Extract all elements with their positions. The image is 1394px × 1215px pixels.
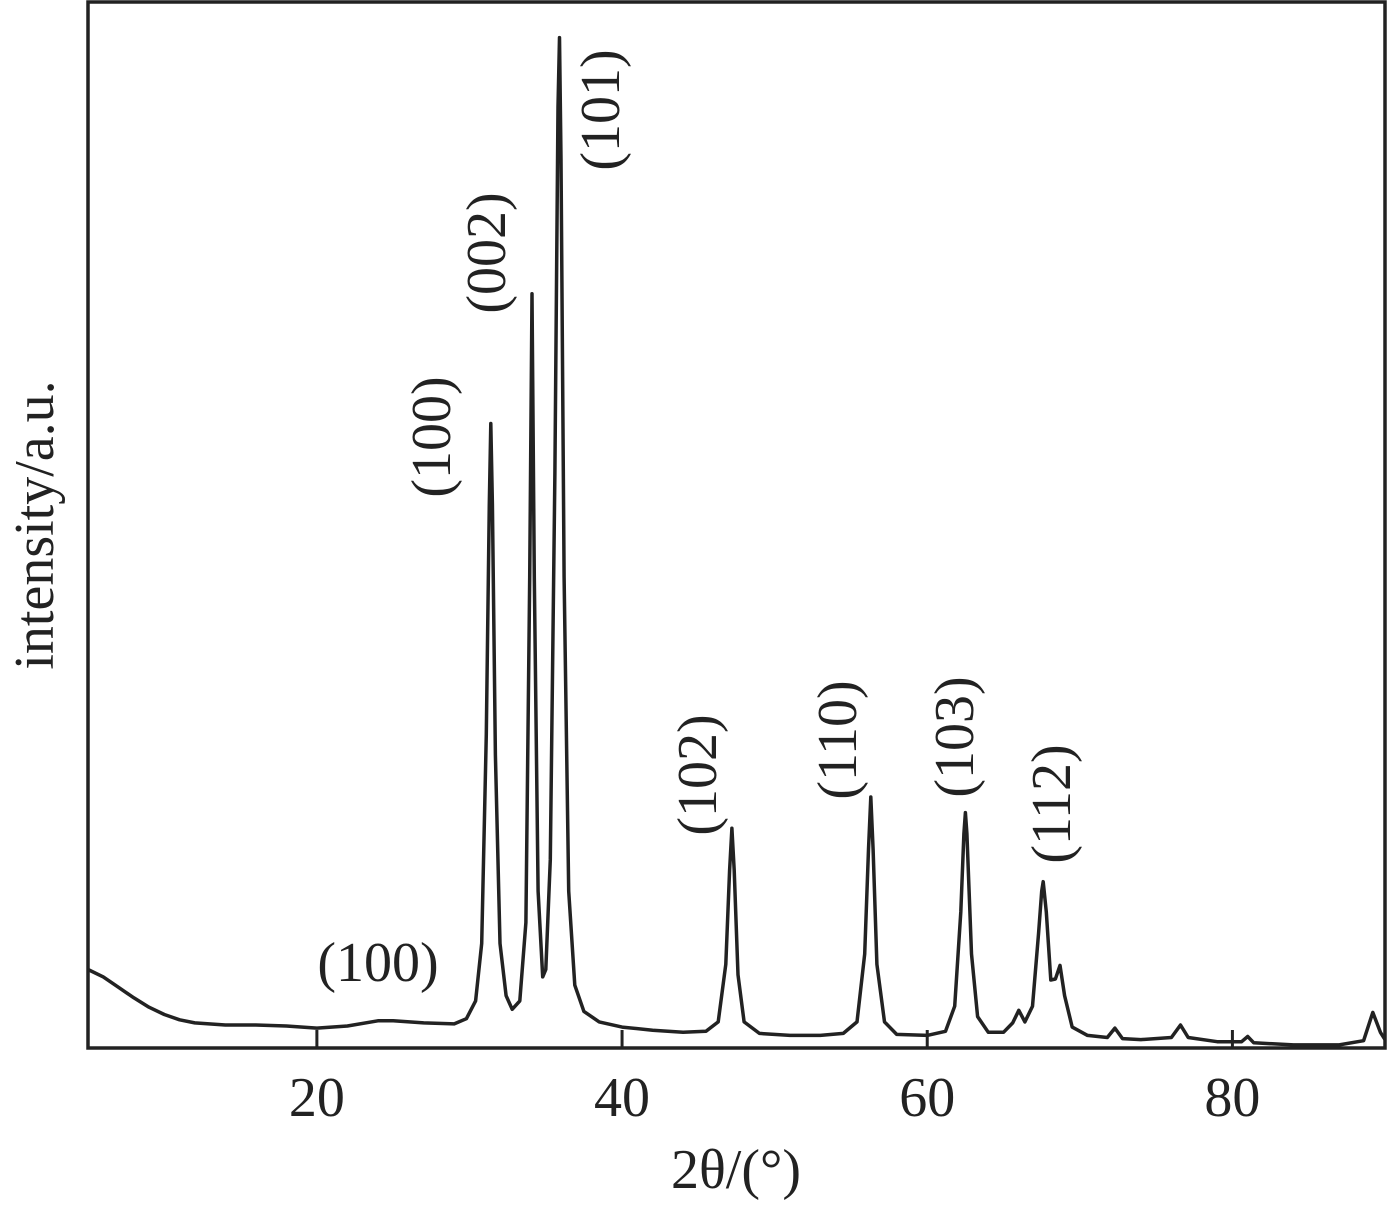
peak-annotation: (112) bbox=[1021, 744, 1083, 863]
y-axis-label: intensity/a.u. bbox=[4, 380, 66, 669]
peak-annotation: (100) bbox=[317, 932, 438, 994]
plot-frame bbox=[86, 0, 1387, 1050]
peak-annotation: (103) bbox=[924, 676, 986, 797]
peak-annotation: (102) bbox=[667, 714, 729, 835]
x-tick-label: 40 bbox=[594, 1067, 650, 1129]
peak-annotation: (101) bbox=[570, 49, 632, 170]
x-tick-label: 60 bbox=[899, 1067, 955, 1129]
peak-annotation: (100) bbox=[401, 376, 463, 497]
x-tick-label: 20 bbox=[289, 1067, 345, 1129]
x-axis-label: 2θ/(°) bbox=[671, 1139, 801, 1201]
peak-annotation: (002) bbox=[456, 192, 518, 313]
x-tick-label: 80 bbox=[1204, 1067, 1260, 1129]
peak-annotation: (110) bbox=[807, 680, 869, 799]
data-line bbox=[87, 35, 1387, 1047]
